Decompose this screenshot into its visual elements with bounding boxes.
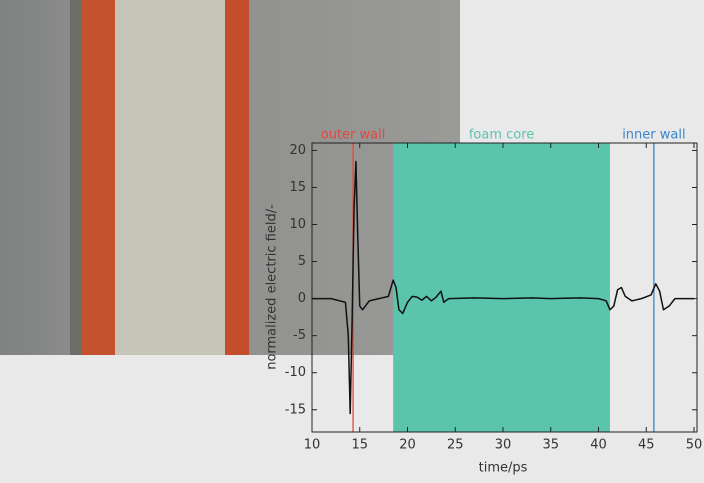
x-tick-label: 30: [495, 438, 512, 453]
y-tick-label: 20: [289, 143, 306, 158]
signal-line: [312, 160, 694, 415]
region-label: outer wall: [321, 128, 386, 143]
x-tick-label: 50: [686, 438, 703, 453]
x-axis-label: time/ps: [479, 461, 528, 476]
photo: [0, 0, 460, 355]
photo-foam: [115, 0, 225, 355]
y-tick-label: 10: [289, 217, 306, 232]
x-tick-label: 10: [304, 438, 321, 453]
plot-frame: [311, 142, 698, 433]
x-tick-label: 20: [399, 438, 416, 453]
y-tick-label: -15: [285, 402, 306, 417]
x-tick-label: 35: [542, 438, 559, 453]
y-tick-label: -5: [293, 328, 306, 343]
y-tick-label: 5: [298, 254, 306, 269]
y-tick-label: 0: [298, 291, 306, 306]
photo-inner-wall: [225, 0, 249, 355]
x-tick-label: 45: [638, 438, 655, 453]
y-tick-label: -10: [285, 365, 306, 380]
x-tick-label: 40: [590, 438, 607, 453]
y-axis-label: normalized electric field/-: [265, 204, 280, 370]
region-label: foam core: [469, 128, 534, 143]
x-tick-label: 25: [447, 438, 464, 453]
region-label: inner wall: [622, 128, 685, 143]
y-tick-label: 15: [289, 180, 306, 195]
x-tick-label: 15: [351, 438, 368, 453]
photo-shadow: [70, 0, 84, 355]
photo-outer-wall: [82, 0, 115, 355]
region-band: [393, 143, 610, 432]
